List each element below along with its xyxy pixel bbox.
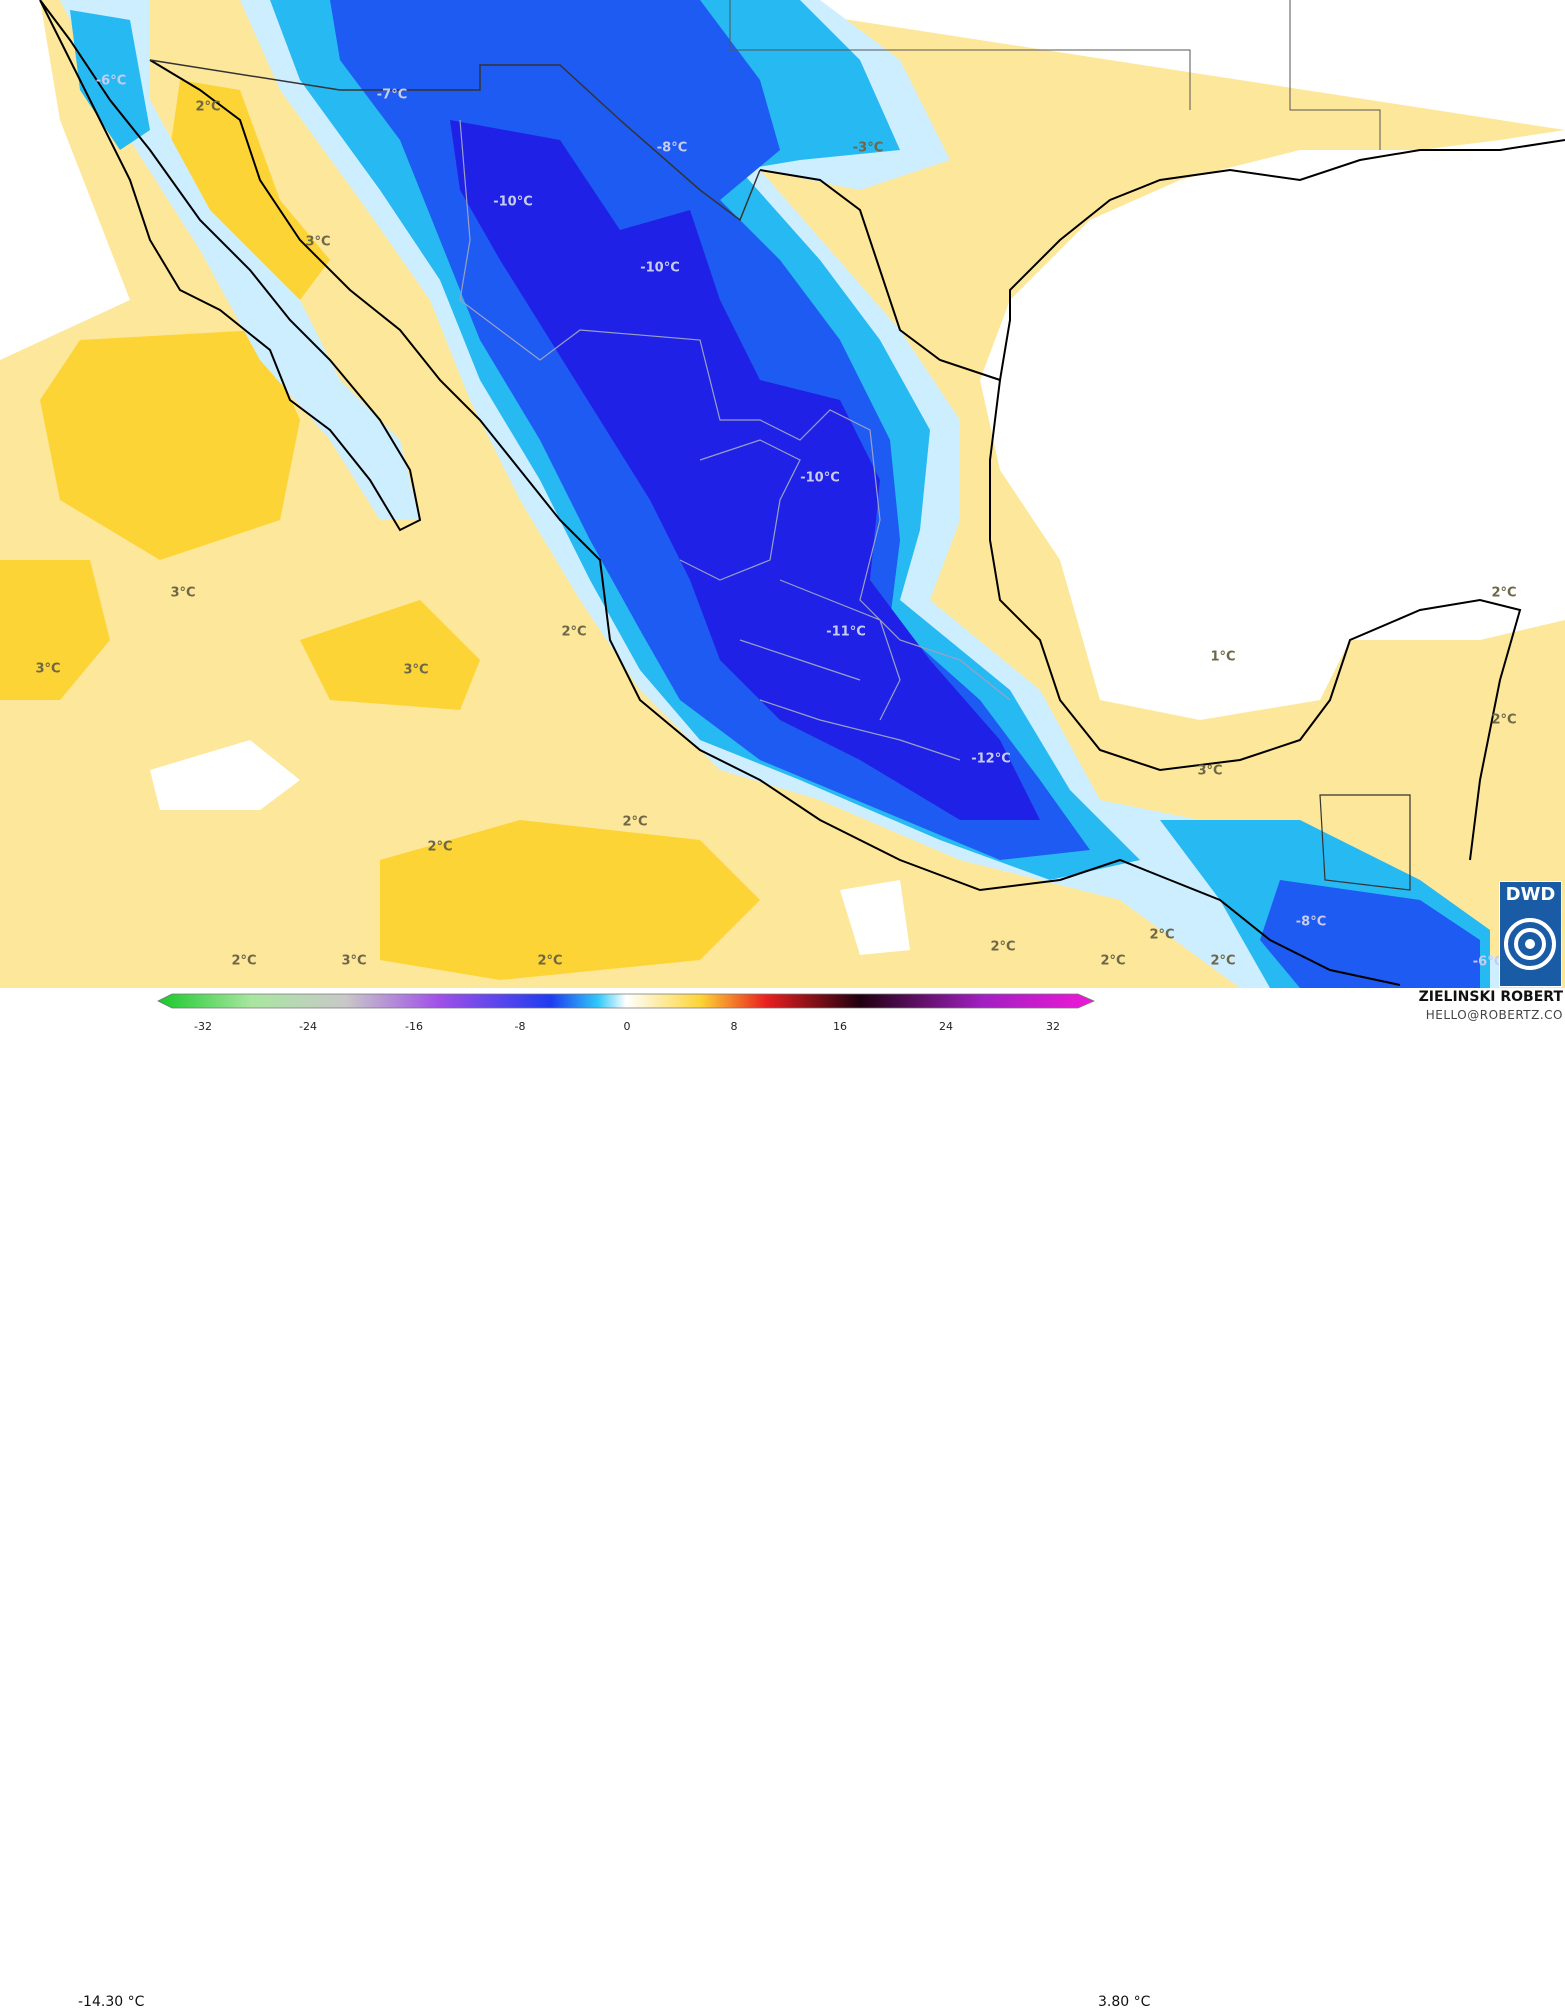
pacific-coastline [149,59,1401,986]
us-mexico-border [149,59,761,222]
colorbar-tick: 16 [833,1020,847,1033]
very-cold-core [450,120,1040,820]
guatemala-border [1319,794,1411,891]
temperature-label: 2°C [1100,953,1126,969]
temperature-label: -6°C [95,73,127,89]
temperature-label: 3°C [341,953,367,969]
us-state-borders [729,0,1381,150]
warm-strong-patch [170,80,330,300]
temperature-label: 2°C [561,624,587,640]
mexico-state-borders [459,119,1011,761]
legend-min-value: -14.30 °C [78,1994,145,2010]
temperature-label: 2°C [622,814,648,830]
warm-strong-patch [380,820,760,980]
pacific-north-neutral-area [0,0,130,360]
gulf-north-coastline [759,139,1565,382]
temperature-label: 2°C [1491,712,1517,728]
neutral-patch [840,880,910,955]
temperature-label: 2°C [990,939,1016,955]
colorbar-tick: 24 [939,1020,953,1033]
dwd-logo-text: DWD [1505,884,1556,905]
warm-strong-patch [0,560,110,700]
warm-strong-patch [40,330,300,560]
temperature-anomaly-map [0,0,1565,988]
gulf-neutral-area [720,0,1565,720]
temperature-label: 3°C [403,662,429,678]
colorbar-tick: 8 [730,1020,738,1033]
baja-coastline [39,0,422,532]
temperature-label: 2°C [195,99,221,115]
dwd-logo: DWD [1499,881,1562,987]
colorbar-tick: -8 [514,1020,526,1033]
colorbar [157,993,1095,1009]
temperature-label: -6°C [1472,954,1504,970]
temperature-label: 2°C [537,953,563,969]
colorbar-tick: 32 [1046,1020,1060,1033]
temperature-label: -10°C [493,194,533,210]
temperature-label: -11°C [826,624,866,640]
temperature-label: -12°C [971,751,1011,767]
gulf-south-coastline [989,379,1522,861]
temperature-label: -3°C [852,140,884,156]
author-email: HELLO@ROBERTZ.CO [1425,1008,1563,1022]
swirl-icon [1504,918,1556,970]
map-canvas [0,0,1565,988]
baja-cool-patch [70,10,150,150]
temperature-label: 3°C [1197,763,1223,779]
temperature-label: 3°C [170,585,196,601]
temperature-label: -10°C [800,470,840,486]
colorbar-tick: -32 [194,1020,212,1033]
legend-max-value: 3.80 °C [1098,1994,1151,2010]
temperature-label: 2°C [1149,927,1175,943]
temperature-label: 2°C [427,839,453,855]
temperature-label: 3°C [305,234,331,250]
temperature-label: -7°C [376,87,408,103]
temperature-label: 3°C [35,661,61,677]
temperature-label: 2°C [231,953,257,969]
central-america-cold-patch [1260,880,1480,988]
temperature-label: 2°C [1491,585,1517,601]
legend-bar: -14.30 °C 3.80 °C [0,988,1565,2010]
author-name: ZIELINSKI ROBERT [1418,989,1563,1005]
colorbar-tick: 0 [623,1020,631,1033]
temperature-label: 2°C [1210,953,1236,969]
colorbar-tick: -16 [405,1020,423,1033]
colorbar-tick: -24 [299,1020,317,1033]
temperature-label: -8°C [1295,914,1327,930]
temperature-label: 1°C [1210,649,1236,665]
temperature-label: -8°C [656,140,688,156]
neutral-patch [150,740,300,810]
warm-strong-patch [300,600,480,710]
temperature-label: -10°C [640,260,680,276]
